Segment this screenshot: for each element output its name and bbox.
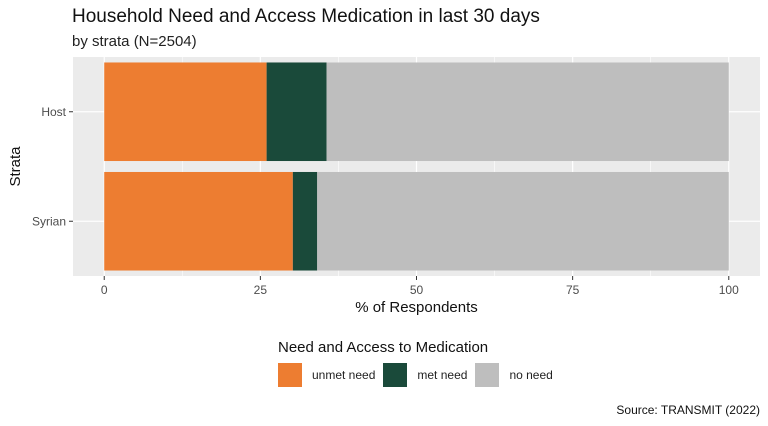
bar-chart: Host Syrian 0 25 50 75 100 % of Respondents Stra… [7, 57, 760, 316]
legend-label-met-need: met need [417, 368, 468, 382]
x-tick-label: 0 [101, 283, 108, 297]
y-tick-label: Syrian [32, 214, 66, 228]
bar-unmet-need-host [104, 62, 267, 162]
legend-label-no-need: no need [509, 368, 553, 382]
bar-no-need-syrian [317, 171, 729, 271]
x-tick-label: 25 [254, 283, 268, 297]
legend-item-unmet-need: unmet need [278, 363, 375, 387]
x-axis-title: % of Respondents [355, 299, 478, 316]
source-caption: Source: TRANSMIT (2022) [616, 403, 760, 417]
legend-swatch-unmet-need [278, 363, 302, 387]
y-axis-title: Strata [7, 146, 24, 187]
bar-no-need-host [326, 62, 729, 162]
legend-item-no-need: no need [475, 363, 553, 387]
legend: unmet need met need no need [278, 363, 561, 387]
bar-met-need-host [266, 62, 327, 162]
legend-label-unmet-need: unmet need [312, 368, 376, 382]
x-tick-label: 100 [719, 283, 739, 297]
x-tick-label: 50 [410, 283, 424, 297]
legend-item-met-need: met need [383, 363, 467, 387]
legend-swatch-no-need [475, 363, 500, 387]
legend-title: Need and Access to Medication [278, 339, 489, 356]
chart-title: Household Need and Access Medication in … [72, 6, 540, 27]
legend-swatch-met-need [383, 363, 408, 387]
bar-unmet-need-syrian [104, 171, 293, 271]
y-tick-label: Host [41, 105, 66, 119]
bar-met-need-syrian [292, 171, 318, 271]
x-tick-label: 75 [566, 283, 580, 297]
chart-subtitle: by strata (N=2504) [72, 33, 197, 50]
